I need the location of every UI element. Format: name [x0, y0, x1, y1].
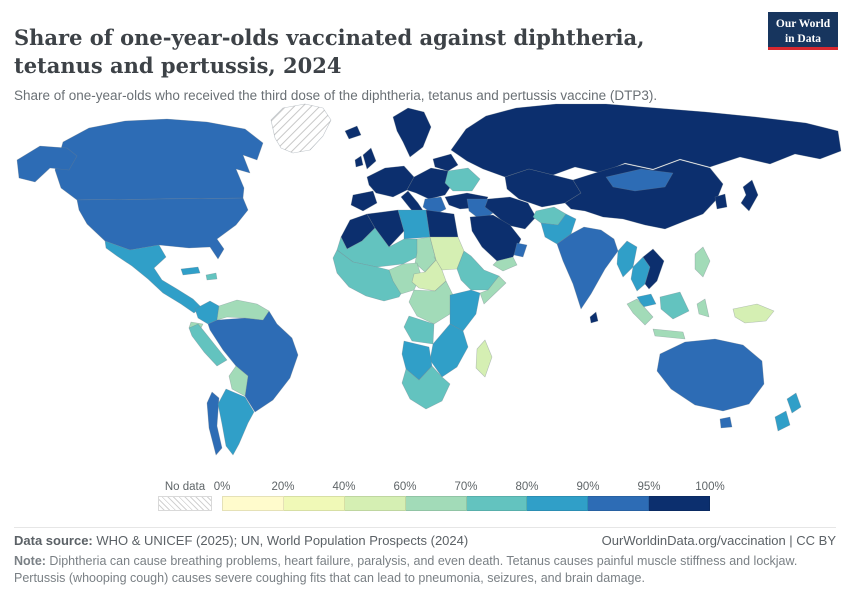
region-greenland[interactable] — [270, 103, 332, 154]
legend-tick-label: 70% — [454, 481, 478, 493]
legend-scale: 0% 20% 40% 60% 70% 80% 90% 95% 100% — [214, 481, 725, 511]
region-sri-lanka[interactable] — [589, 311, 599, 324]
region-iberia[interactable] — [350, 190, 378, 212]
region-sudan[interactable] — [429, 236, 465, 271]
region-libya[interactable] — [397, 209, 431, 240]
legend-ticks: 0% 20% 40% 60% 70% 80% 90% 95% 100% — [214, 481, 725, 496]
region-zambia-zimbabwe[interactable] — [429, 323, 469, 378]
region-mongolia[interactable] — [605, 168, 674, 192]
region-japan[interactable] — [740, 179, 759, 212]
legend-swatch-60-70[interactable] — [405, 496, 467, 511]
footer-note: Note: Diphtheria can cause breathing pro… — [14, 553, 836, 588]
legend-swatch-40-60[interactable] — [344, 496, 406, 511]
region-iran[interactable] — [484, 196, 537, 230]
region-australia[interactable] — [656, 338, 765, 412]
region-hispaniola[interactable] — [205, 272, 218, 281]
choropleth-map-svg — [16, 103, 842, 456]
region-usa[interactable] — [76, 197, 249, 260]
legend-swatch-0-20[interactable] — [222, 496, 284, 511]
region-uk[interactable] — [362, 147, 377, 170]
region-mexico-central-america[interactable] — [104, 240, 202, 314]
rights-link[interactable]: OurWorldinData.org/vaccination | CC BY — [601, 533, 836, 548]
legend-tick-label: 20% — [271, 481, 295, 493]
region-ireland[interactable] — [354, 155, 364, 168]
world-map — [5, 98, 845, 473]
legend-tick-label: 80% — [515, 481, 539, 493]
region-central-europe[interactable] — [406, 167, 454, 200]
region-java[interactable] — [652, 328, 686, 340]
region-sumatra[interactable] — [626, 298, 654, 326]
owid-logo-accent — [768, 47, 838, 50]
legend-no-data-label: No data — [164, 481, 206, 493]
data-source-value: WHO & UNICEF (2025); UN, World Populatio… — [92, 533, 469, 548]
legend-swatch-70-80[interactable] — [466, 496, 528, 511]
region-yemen[interactable] — [492, 256, 518, 272]
region-india[interactable] — [556, 226, 619, 310]
region-chile[interactable] — [206, 391, 223, 456]
region-peru[interactable] — [188, 323, 228, 367]
data-source-label: Data source: — [14, 533, 93, 548]
legend-swatch-80-90[interactable] — [527, 496, 589, 511]
owid-logo[interactable]: Our World in Data — [768, 12, 838, 50]
legend-tick-label: 40% — [332, 481, 356, 493]
region-new-zealand-south[interactable] — [774, 410, 791, 432]
region-venezuela-guyanas[interactable] — [216, 299, 270, 321]
note-text: Diphtheria can cause breathing problems,… — [14, 554, 798, 586]
region-argentina[interactable] — [217, 388, 255, 456]
region-oman[interactable] — [513, 242, 528, 258]
region-canada[interactable] — [54, 118, 264, 201]
note-label: Note: — [14, 554, 46, 568]
legend-tick-label: 60% — [393, 481, 417, 493]
page-subtitle: Share of one-year-olds who received the … — [14, 87, 658, 103]
region-algeria[interactable] — [366, 209, 405, 248]
region-bolivia-paraguay[interactable] — [228, 365, 249, 397]
region-egypt[interactable] — [425, 209, 459, 238]
region-sulawesi[interactable] — [696, 298, 710, 318]
region-alaska[interactable] — [16, 145, 78, 183]
region-angola[interactable] — [403, 315, 435, 345]
region-south-africa[interactable] — [401, 365, 451, 410]
region-iceland[interactable] — [344, 125, 362, 140]
region-tasmania[interactable] — [719, 416, 733, 429]
region-new-zealand-north[interactable] — [786, 392, 802, 414]
region-somalia[interactable] — [479, 275, 507, 305]
owid-logo-line2: in Data — [784, 32, 822, 45]
legend-tick-label: 95% — [637, 481, 661, 493]
region-kenya-tanzania[interactable] — [449, 289, 481, 332]
page-title: Share of one-year-olds vaccinated agains… — [14, 25, 645, 78]
region-korea[interactable] — [714, 193, 728, 210]
legend-no-data: No data — [158, 481, 212, 511]
region-philippines[interactable] — [694, 246, 711, 278]
region-scandinavia[interactable] — [392, 107, 432, 158]
region-madagascar[interactable] — [475, 339, 493, 378]
region-belarus-baltics[interactable] — [432, 153, 459, 172]
legend-bar — [222, 496, 710, 511]
region-borneo[interactable] — [659, 291, 690, 320]
region-russia[interactable] — [450, 103, 842, 178]
legend-no-data-swatch[interactable] — [158, 496, 212, 511]
region-new-guinea[interactable] — [732, 303, 775, 324]
legend-tick-label: 0% — [213, 481, 231, 493]
legend-swatch-90-95[interactable] — [588, 496, 650, 511]
region-pakistan[interactable] — [540, 213, 577, 245]
legend-swatch-20-40[interactable] — [283, 496, 345, 511]
data-source-text[interactable]: Data source: WHO & UNICEF (2025); UN, Wo… — [14, 533, 468, 548]
owid-logo-line1: Our World — [775, 18, 831, 30]
legend-tick-label: 100% — [695, 481, 725, 493]
map-legend: No data 0% 20% 40% 60% 70% 80% 90% 95% 100% — [158, 481, 725, 511]
footer-source-row: Data source: WHO & UNICEF (2025); UN, Wo… — [14, 533, 836, 548]
legend-swatch-95-100[interactable] — [649, 496, 710, 511]
region-vietnam[interactable] — [642, 248, 665, 290]
legend-tick-label: 90% — [576, 481, 600, 493]
region-ukraine[interactable] — [444, 167, 481, 192]
region-cuba[interactable] — [180, 266, 201, 276]
footer-divider — [14, 527, 836, 528]
